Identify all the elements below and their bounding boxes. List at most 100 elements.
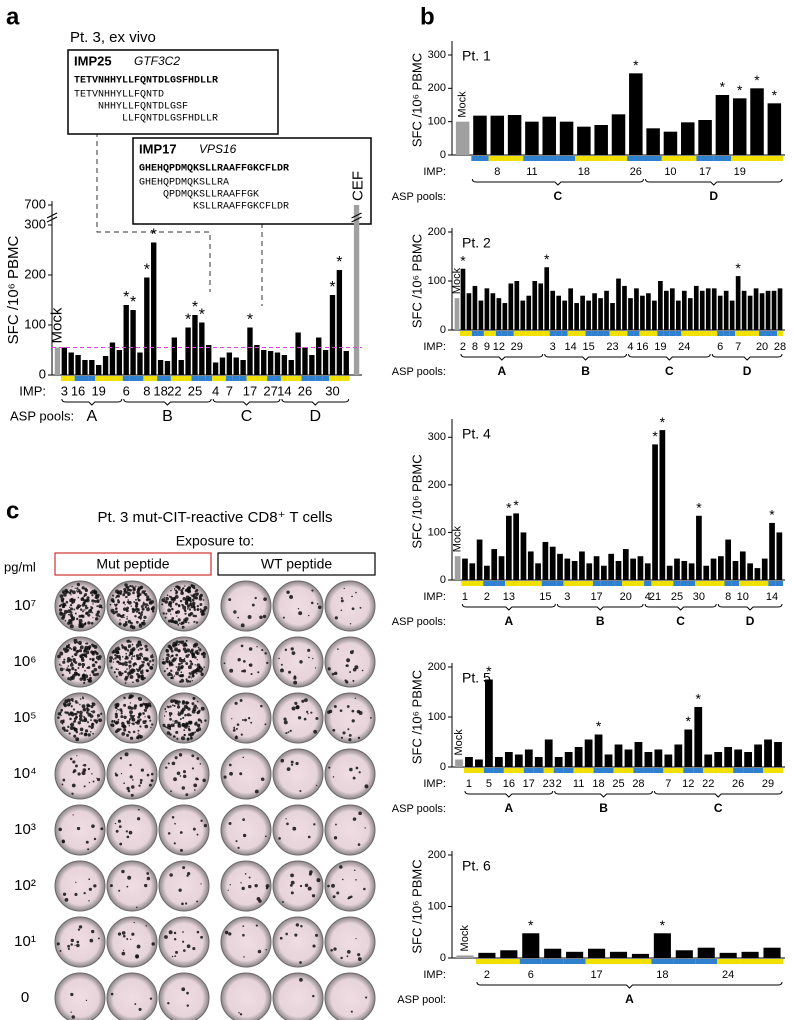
spot [69,711,72,714]
spot [129,763,132,767]
spot [73,734,77,738]
spot [163,715,166,717]
spot [172,597,176,602]
pool-strip [81,376,89,381]
spot [299,660,303,664]
spot [66,667,69,669]
spot [181,591,184,594]
spot [286,590,290,594]
spot [164,708,167,711]
spot [114,607,118,610]
bar [557,553,563,580]
spot [92,644,95,648]
pool-strip [505,156,524,161]
pool-strip [753,768,764,773]
spot [195,721,198,724]
bar [544,739,553,767]
spot [116,594,119,598]
spot [169,717,172,721]
spot [168,930,173,935]
spot [150,772,154,776]
spot [60,708,64,712]
spot [167,762,170,765]
spot [180,848,183,852]
spot [351,709,355,713]
assay-title: Pt. 3 mut-CIT-reactive CD8⁺ T cells [98,509,333,526]
spot [170,649,174,653]
spot [347,728,350,731]
spot [118,648,121,651]
spot [189,720,193,724]
well [106,972,158,1020]
spot [248,884,252,889]
spot [357,843,361,846]
x-tick-label: 19 [91,383,105,398]
spot [349,767,353,772]
x-tick-label: 3 [550,341,556,353]
x-axis-label: IMP: [19,383,46,398]
spot [145,925,147,927]
y-tick-label: 200 [428,82,446,94]
pool-strip [695,959,718,964]
y-tick-label: 200 [24,266,46,281]
spot [151,605,155,610]
spot [82,656,85,659]
spot [194,669,198,673]
bar [336,270,343,375]
x-tick-label: 6 [717,341,723,353]
bar [588,948,606,958]
spot [352,817,357,821]
cef-bar [353,205,360,375]
pool-strip [488,156,506,161]
bar [514,281,520,330]
significance-marker: * [151,227,157,244]
spot [289,729,292,732]
spot [70,722,75,727]
bar [500,950,518,958]
significance-marker: * [754,72,760,88]
spot [198,709,201,713]
spot [70,597,74,601]
pool-strip [471,331,478,336]
spot [60,719,64,724]
spot [186,944,191,949]
spot [197,718,201,722]
spot [223,662,226,665]
group-bracket [123,398,212,406]
spot [295,705,300,710]
spot [198,724,200,727]
spot [179,599,183,603]
spot [242,818,245,821]
spot [336,891,340,895]
pool-strip [645,331,652,336]
spot [68,713,71,716]
spot [137,587,141,591]
y-tick-label: 100 [428,526,446,538]
spot [168,661,172,665]
x-tick-label: 1 [466,778,472,790]
spot [84,592,88,597]
group-label: B [596,614,605,628]
spot [146,773,150,777]
significance-marker: * [686,713,692,729]
spot [264,652,267,655]
spot [139,718,142,721]
spot [121,931,126,935]
spot [118,622,122,626]
spot [123,588,127,591]
spot [290,760,294,764]
spot [164,616,167,619]
spot [312,657,314,660]
spot [123,782,125,785]
spot [87,666,91,670]
pool-strip [540,156,558,161]
spot [196,833,199,836]
spot [66,610,69,613]
bar [475,759,483,767]
group-axis-label: ASP pools: [392,366,446,378]
bar [68,352,74,375]
pool-strip [475,959,498,964]
spot [358,771,361,774]
spot [192,605,196,609]
spot [186,713,191,717]
